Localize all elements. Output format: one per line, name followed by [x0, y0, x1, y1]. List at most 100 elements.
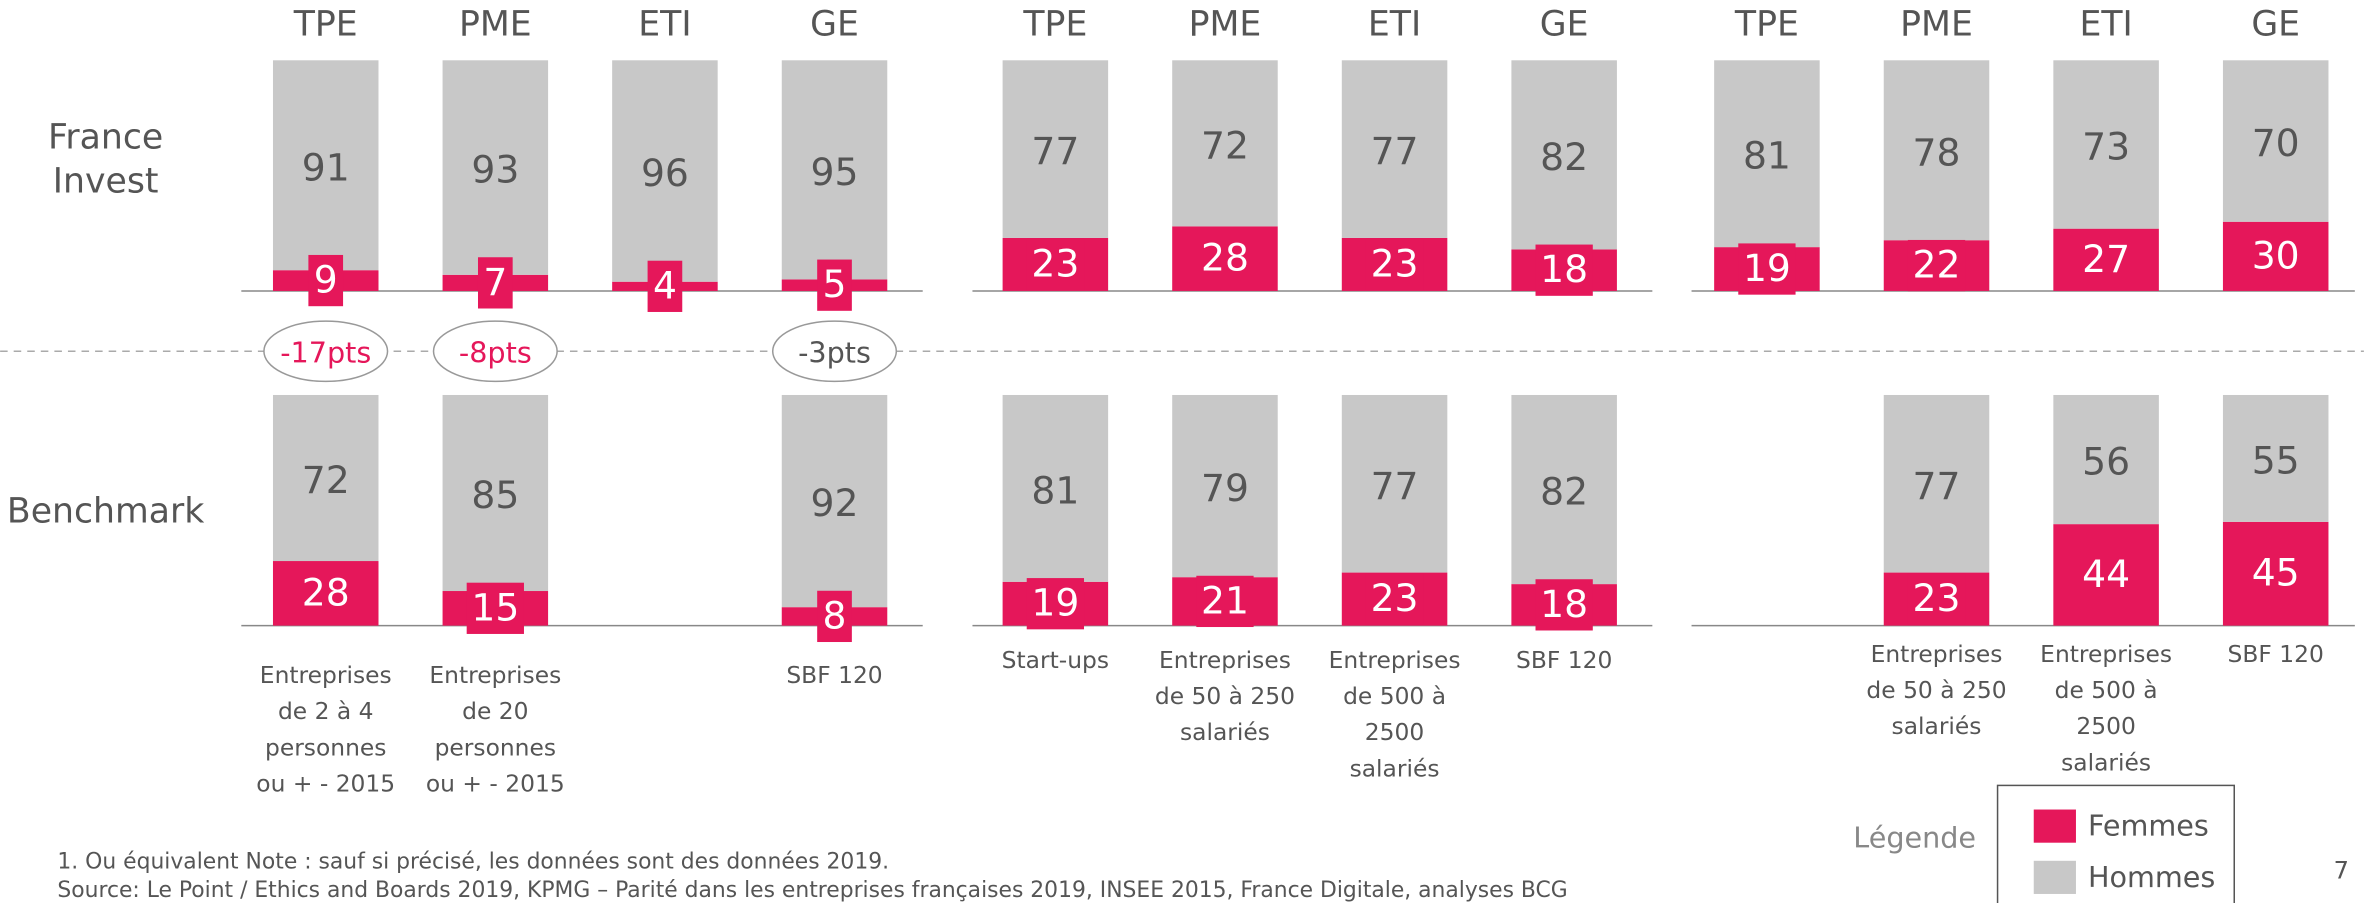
- value-label: 56: [2082, 440, 2130, 484]
- value-label: 23: [1371, 576, 1419, 620]
- delta-label: -3pts: [798, 335, 871, 369]
- bar-segment: [2053, 228, 2159, 291]
- value-label: 28: [1201, 236, 1249, 280]
- bar-segment: [1341, 394, 1448, 573]
- value-label: 44: [2082, 552, 2130, 596]
- category-label: GE: [2251, 5, 2300, 45]
- value-label-box: [817, 590, 852, 643]
- bar-segment: [1714, 60, 1820, 248]
- bar-caption: SBF 120: [786, 661, 883, 689]
- value-label: 4: [653, 263, 677, 307]
- footnote: 1. Ou équivalent Note : sauf si précisé,…: [57, 849, 889, 874]
- category-label: TPE: [1022, 5, 1087, 45]
- bar-caption: Entreprises de 50 à 250 salariés: [1154, 646, 1296, 747]
- value-label-box: [1026, 578, 1085, 630]
- bar-caption-text: SBF 120: [2227, 640, 2324, 668]
- page-number: 7: [2334, 856, 2349, 884]
- bar-caption: Entreprises de 50 à 250 salariés: [1866, 640, 2007, 741]
- legend-swatch: [2033, 809, 2076, 843]
- value-label: 73: [2082, 125, 2130, 169]
- value-label: 55: [2252, 438, 2300, 482]
- bar-segment: [1002, 394, 1109, 582]
- bar-caption: Start-ups: [1001, 646, 1110, 674]
- bar-caption-text: SBF 120: [786, 661, 883, 689]
- value-label-box: [1535, 579, 1593, 631]
- category-label: PME: [1189, 5, 1262, 45]
- bar-caption: SBF 120: [2227, 640, 2324, 668]
- value-label: 95: [811, 150, 859, 194]
- bar-segment: [272, 60, 379, 271]
- bar-caption-text: Entreprises de 2 à 4 personnes ou + - 20…: [256, 661, 396, 798]
- bar-segment: [1883, 394, 1990, 573]
- legend-label: Hommes: [2088, 860, 2215, 894]
- bar-caption-text: Entreprises de 500 à 2500 salariés: [1328, 646, 1461, 783]
- value-label-box: [1907, 239, 1966, 292]
- delta-label: -17pts: [280, 335, 371, 369]
- bar-segment: [442, 60, 549, 275]
- bar-segment: [1172, 60, 1278, 227]
- category-label: TPE: [1734, 5, 1799, 45]
- row-label: Benchmark: [7, 492, 204, 532]
- category-label: PME: [1900, 5, 1973, 45]
- bar-segment: [1883, 60, 1990, 241]
- value-label: 23: [1371, 241, 1419, 285]
- bar-caption-text: Start-ups: [1001, 646, 1110, 674]
- bar-segment: [1511, 394, 1617, 585]
- category-label: GE: [1540, 5, 1589, 45]
- footnote: Source: Le Point / Ethics and Boards 201…: [57, 878, 1567, 903]
- value-label: 19: [1743, 246, 1791, 290]
- value-label: 23: [1913, 576, 1961, 620]
- value-label: 72: [1201, 123, 1249, 167]
- category-label: ETI: [1368, 5, 1421, 45]
- bar-segment: [2053, 524, 2159, 626]
- value-label-box: [1535, 244, 1593, 296]
- value-label: 77: [1371, 129, 1419, 173]
- bar-segment: [2222, 394, 2329, 522]
- value-label: 77: [1371, 464, 1419, 508]
- bar-caption-text: Entreprises de 500 à 2500 salariés: [2040, 640, 2173, 777]
- value-label: 77: [1913, 464, 1961, 508]
- value-label: 82: [1540, 135, 1588, 179]
- bar-caption-text: Entreprises de 50 à 250 salariés: [1154, 646, 1296, 747]
- category-label: ETI: [2079, 5, 2132, 45]
- row-label: France Invest: [48, 118, 163, 202]
- value-label-box: [1365, 238, 1424, 291]
- value-label-box: [647, 260, 683, 312]
- legend-title: Légende: [1853, 821, 1976, 855]
- value-label: 9: [314, 258, 338, 302]
- value-label: 82: [1540, 470, 1588, 514]
- bar-segment: [2222, 221, 2329, 291]
- category-label: ETI: [638, 5, 691, 45]
- bar-segment: [2053, 60, 2159, 229]
- bar-caption: Entreprises de 500 à 2500 salariés: [2040, 640, 2173, 777]
- bar-caption: SBF 120: [1515, 646, 1613, 674]
- value-label: 81: [1743, 134, 1791, 178]
- value-label: 27: [2082, 237, 2130, 281]
- bar-segment: [1511, 60, 1617, 250]
- bar-caption-text: Entreprises de 20 personnes ou + - 2015: [425, 661, 565, 798]
- value-label: 19: [1031, 581, 1079, 625]
- bar-segment: [1172, 226, 1278, 291]
- bar-caption: Entreprises de 20 personnes ou + - 2015: [425, 661, 565, 798]
- legend-label: Femmes: [2088, 809, 2209, 843]
- value-label-box: [1365, 573, 1424, 625]
- value-label-box: [477, 257, 513, 309]
- bar-segment: [1002, 60, 1109, 238]
- legend-swatch: [2033, 860, 2076, 894]
- value-label: 22: [1913, 243, 1961, 287]
- delta-label: -8pts: [459, 335, 532, 369]
- value-label-box: [308, 254, 344, 307]
- value-label: 72: [302, 458, 350, 502]
- value-label: 28: [302, 570, 350, 614]
- value-label: 93: [471, 148, 519, 192]
- bar-segment: [272, 561, 379, 626]
- bar-segment: [781, 60, 888, 280]
- bar-segment: [1172, 394, 1278, 578]
- delta-badge: [432, 320, 558, 383]
- value-label: 23: [1031, 241, 1079, 285]
- value-label: 5: [823, 262, 847, 306]
- bar-caption-text: SBF 120: [1515, 646, 1613, 674]
- category-label: TPE: [293, 5, 358, 45]
- bar-segment: [781, 394, 888, 608]
- bar-caption-text: Entreprises de 50 à 250 salariés: [1866, 640, 2007, 741]
